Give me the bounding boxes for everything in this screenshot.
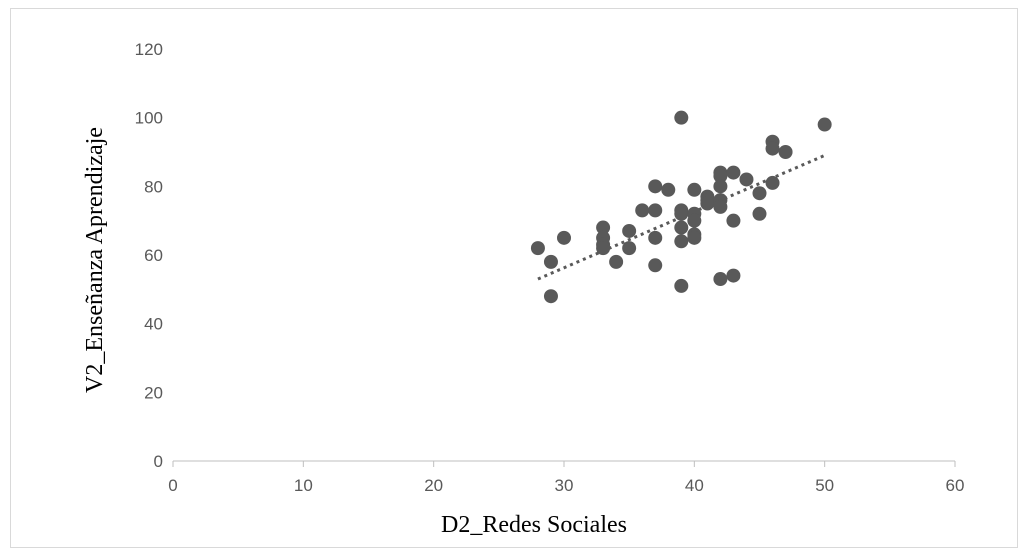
data-point [700,196,715,211]
data-point [609,254,624,269]
data-point [622,241,637,256]
x-tick-label: 10 [294,476,313,495]
data-point [674,234,689,249]
data-point [726,165,741,180]
y-axis-ticks: 0 20 40 60 80 100 120 [135,40,163,471]
data-point [674,278,689,293]
y-axis-title: V2_Enseñanza Aprendizaje [82,127,108,393]
data-point [596,220,611,235]
data-point [543,254,558,269]
x-tick-label: 30 [555,476,574,495]
data-points [530,110,832,304]
data-point [778,145,793,159]
data-point [622,223,637,238]
chart-area [10,8,1018,548]
x-tick-label: 20 [424,476,443,495]
x-tick-label: 60 [946,476,965,495]
x-axis-title: D2_Redes Sociales [441,512,627,535]
data-point [713,199,728,214]
data-point [726,268,741,283]
data-point [726,213,741,228]
data-point [661,182,676,197]
scatter-chart: 0 20 40 60 80 100 120 0 10 20 30 40 50 60 D2_Redes S… [82,40,964,535]
data-point [752,206,767,221]
x-axis-ticks: 0 10 20 30 40 50 60 [168,461,964,495]
x-tick-label: 0 [168,476,177,495]
data-point [765,175,780,190]
y-tick-label: 0 [154,452,163,471]
data-point [596,241,611,256]
data-point [713,169,728,184]
data-point [817,117,832,132]
data-point [530,241,545,256]
y-tick-label: 80 [144,177,163,196]
data-point [648,258,663,273]
data-point [648,230,663,245]
data-point [739,172,754,187]
data-point [648,179,663,194]
x-tick-label: 40 [685,476,704,495]
x-tick-label: 50 [815,476,834,495]
data-point [752,186,767,201]
data-point [713,179,728,194]
data-point [687,213,702,228]
data-point [557,230,571,245]
data-point [543,289,558,304]
y-tick-label: 20 [144,383,163,402]
data-point [674,110,689,125]
y-tick-label: 120 [135,40,163,59]
y-tick-label: 100 [135,109,163,128]
data-point [648,203,663,218]
data-point [687,182,702,197]
y-tick-label: 40 [144,315,163,334]
data-point [765,141,780,156]
y-tick-label: 60 [144,246,163,265]
data-point [674,220,689,235]
data-point [687,230,702,245]
data-point [713,272,728,287]
data-point [635,203,650,218]
data-point [674,206,689,221]
